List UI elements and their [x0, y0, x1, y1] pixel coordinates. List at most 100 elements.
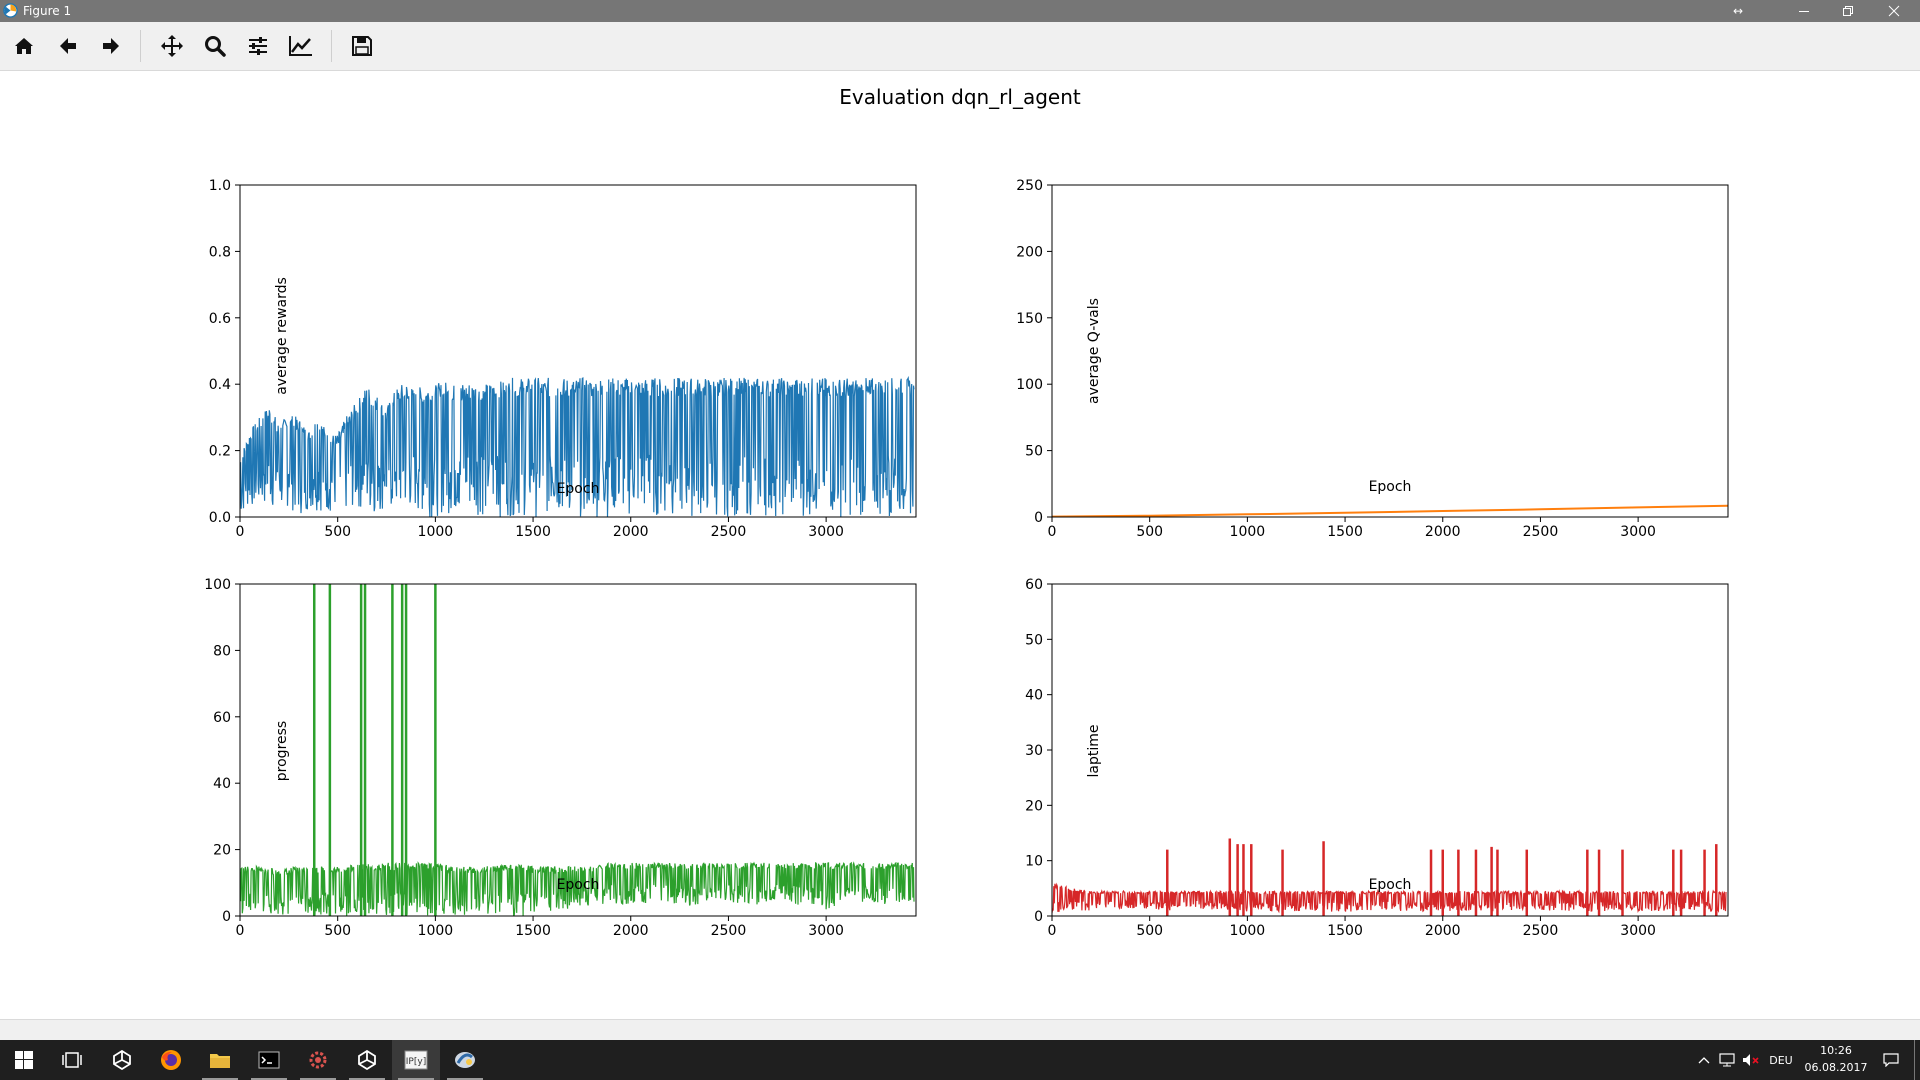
x-tick-label: 1000	[418, 524, 454, 540]
x-tick-label: 500	[324, 923, 351, 939]
back-button[interactable]	[53, 32, 83, 60]
zoom-button[interactable]	[200, 32, 230, 60]
floppy-disk-icon	[352, 36, 372, 56]
minimize-button[interactable]	[1782, 0, 1826, 22]
clock-date: 06.08.2017	[1804, 1061, 1868, 1074]
taskbar-unity[interactable]	[98, 1040, 146, 1080]
taskbar-command-prompt[interactable]	[245, 1040, 293, 1080]
navigation-toolbar	[0, 22, 1920, 71]
axes-frame	[239, 583, 917, 917]
x-tick-label: 1500	[1327, 923, 1363, 939]
python-icon	[455, 1052, 475, 1068]
x-tick-label: 1000	[1230, 524, 1266, 540]
y-tick-label: 20	[1025, 798, 1043, 814]
x-tick-label: 2500	[711, 524, 747, 540]
taskbar: IP[y] DEU 10:26 06.08.2017	[0, 1040, 1920, 1080]
resize-icon[interactable]: ↔	[1716, 0, 1760, 22]
axes-frame	[1051, 583, 1729, 917]
home-button[interactable]	[9, 32, 39, 60]
subplot-2[interactable]: 0 500 1000 1500 2000 2500 3000 0 50 100 150 200 250 a…	[1016, 178, 1729, 540]
unity-icon	[358, 1050, 376, 1070]
y-axis-label: average rewards	[274, 277, 290, 395]
series-line	[1052, 504, 1728, 517]
pan-button[interactable]	[157, 32, 187, 60]
y-tick-label: 10	[1025, 854, 1043, 870]
x-tick-label: 2500	[1523, 524, 1559, 540]
y-tick-label: 0.6	[209, 311, 231, 327]
tray-volume[interactable]	[1740, 1040, 1762, 1080]
resize-glyph: ↔	[1732, 4, 1744, 18]
close-button[interactable]	[1872, 0, 1916, 22]
subplot-3[interactable]: 0 500 1000 1500 2000 2500 3000 0 20 40 60 80 100 prog…	[204, 577, 917, 939]
matplotlib-app-icon	[3, 3, 18, 18]
taskbar-ipython[interactable]: IP[y]	[392, 1040, 440, 1080]
file-explorer-icon	[210, 1054, 230, 1068]
y-tick-label: 0	[1034, 510, 1043, 526]
restore-icon	[1843, 6, 1853, 16]
x-tick-label: 3000	[1620, 524, 1656, 540]
minimize-icon	[1799, 11, 1809, 12]
start-button[interactable]	[0, 1040, 48, 1080]
tray-network[interactable]	[1716, 1040, 1738, 1080]
taskbar-app-gear[interactable]	[294, 1040, 342, 1080]
x-tick-label: 500	[1136, 524, 1163, 540]
restore-button[interactable]	[1826, 0, 1870, 22]
volume-muted-icon	[1743, 1054, 1759, 1066]
status-bar	[0, 1019, 1920, 1041]
subplots-button[interactable]	[243, 32, 273, 60]
toolbar-separator	[140, 30, 141, 62]
x-tick-label: 2500	[711, 923, 747, 939]
window-titlebar[interactable]: Figure 1 ↔	[0, 0, 1920, 22]
tray-overflow-button[interactable]	[1694, 1040, 1714, 1080]
y-tick-label: 20	[213, 843, 231, 859]
y-tick-label: 150	[1016, 311, 1043, 327]
x-tick-label: 1500	[1327, 524, 1363, 540]
chart-line-icon	[289, 36, 312, 56]
y-axis-label: average Q-vals	[1086, 298, 1102, 404]
home-icon	[15, 38, 33, 54]
arrow-right-icon	[103, 38, 119, 54]
y-axis-label: laptime	[1086, 725, 1102, 778]
x-tick-label: 1500	[515, 524, 551, 540]
x-tick-label: 500	[324, 524, 351, 540]
series-line	[240, 861, 915, 916]
plot-area	[240, 375, 915, 517]
figure-canvas[interactable]: Evaluation dqn_rl_agent 0 500 1000 1500 2000…	[0, 71, 1920, 1019]
y-tick-label: 0	[222, 909, 231, 925]
tray-language[interactable]: DEU	[1769, 1053, 1793, 1067]
subplot-4[interactable]: 0 500 1000 1500 2000 2500 3000 0 10 20 30 40 50 60 lap…	[1025, 577, 1729, 939]
y-tick-label: 50	[1025, 632, 1043, 648]
subplot-1[interactable]: 0 500 1000 1500 2000 2500 3000 0.0 0.2 0.4 0.6 0.8 1…	[209, 178, 917, 540]
taskbar-python[interactable]	[441, 1040, 489, 1080]
x-axis-label: Epoch	[1369, 479, 1412, 495]
show-desktop-button[interactable]	[1914, 1040, 1915, 1080]
x-axis-label: Epoch	[1369, 877, 1412, 893]
forward-button[interactable]	[96, 32, 126, 60]
arrow-left-icon	[60, 38, 76, 54]
taskbar-file-explorer[interactable]	[196, 1040, 244, 1080]
figure-svg[interactable]: Evaluation dqn_rl_agent 0 500 1000 1500 2000…	[0, 71, 1920, 1019]
y-axis-label: progress	[274, 721, 290, 781]
task-view-button[interactable]	[48, 1040, 96, 1080]
y-tick-label: 60	[213, 710, 231, 726]
taskbar-firefox[interactable]	[147, 1040, 195, 1080]
x-tick-label: 500	[1136, 923, 1163, 939]
action-center-button[interactable]	[1876, 1040, 1906, 1080]
save-button[interactable]	[347, 32, 377, 60]
tray-clock[interactable]: 10:26 06.08.2017	[1796, 1042, 1876, 1076]
toolbar-separator	[331, 30, 332, 62]
x-tick-label: 3000	[808, 923, 844, 939]
y-tick-label: 250	[1016, 178, 1043, 194]
x-tick-label: 1000	[1230, 923, 1266, 939]
x-tick-label: 0	[236, 923, 245, 939]
axes-frame	[1051, 184, 1729, 518]
figure-suptitle: Evaluation dqn_rl_agent	[839, 85, 1081, 109]
sliders-icon	[249, 37, 267, 55]
y-tick-label: 0.8	[209, 244, 231, 260]
x-tick-label: 2500	[1523, 923, 1559, 939]
taskbar-unity-2[interactable]	[343, 1040, 391, 1080]
plot-area	[1052, 838, 1727, 916]
x-tick-label: 2000	[1425, 923, 1461, 939]
edit-axes-button[interactable]	[286, 32, 316, 60]
y-tick-label: 30	[1025, 743, 1043, 759]
